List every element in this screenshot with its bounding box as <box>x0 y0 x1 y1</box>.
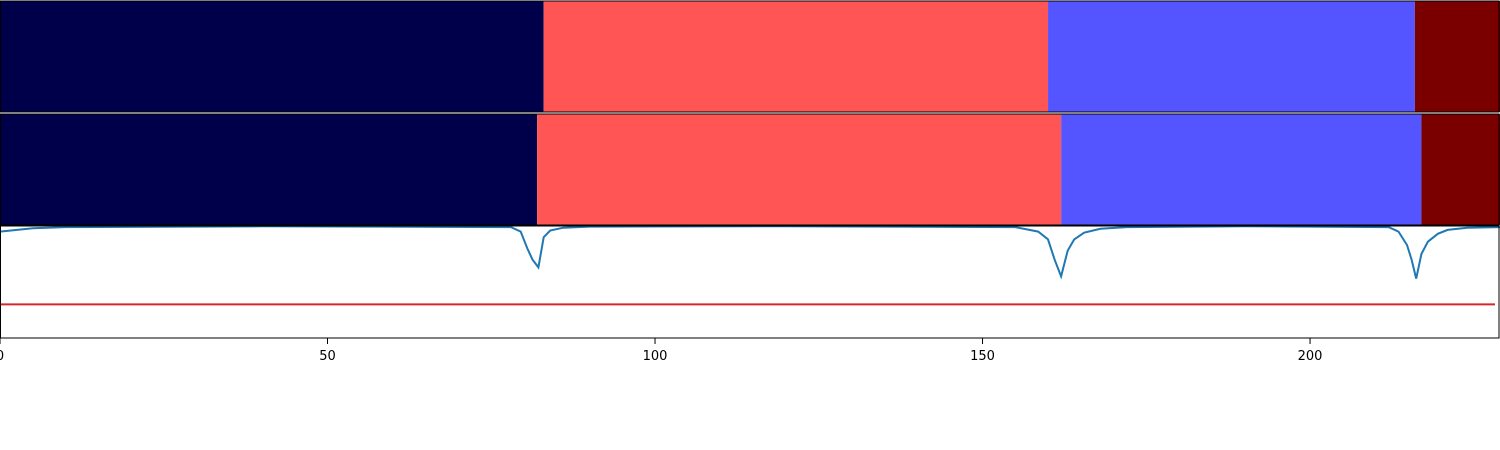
segment-0-2 <box>1048 1 1415 112</box>
panel-frame-2 <box>0 225 1500 339</box>
segment-0-1 <box>543 1 1049 112</box>
segment-0-0 <box>0 1 544 112</box>
panel-frame-0 <box>0 0 1500 113</box>
segment-0-3 <box>1414 1 1500 112</box>
signal-panel <box>0 225 1500 338</box>
x-tick-label-0: 0 <box>0 349 4 364</box>
segment-1-3 <box>1421 114 1500 225</box>
signal-panel-background <box>0 226 1500 338</box>
segment-1-0 <box>0 114 538 225</box>
x-tick-label-4: 200 <box>1298 349 1323 364</box>
segment-1-1 <box>537 114 1062 225</box>
panel-frame-1 <box>0 113 1500 226</box>
segment-panel-middle <box>0 114 1500 225</box>
panel-frames <box>0 0 1500 339</box>
x-tick-label-3: 150 <box>970 349 995 364</box>
x-tick-label-1: 50 <box>319 349 336 364</box>
signal-line <box>0 225 1500 280</box>
x-tick-label-2: 100 <box>643 349 668 364</box>
segment-1-2 <box>1061 114 1422 225</box>
x-axis: 0 50 100 150 200 <box>0 338 1322 364</box>
segment-panel-top <box>0 1 1500 112</box>
